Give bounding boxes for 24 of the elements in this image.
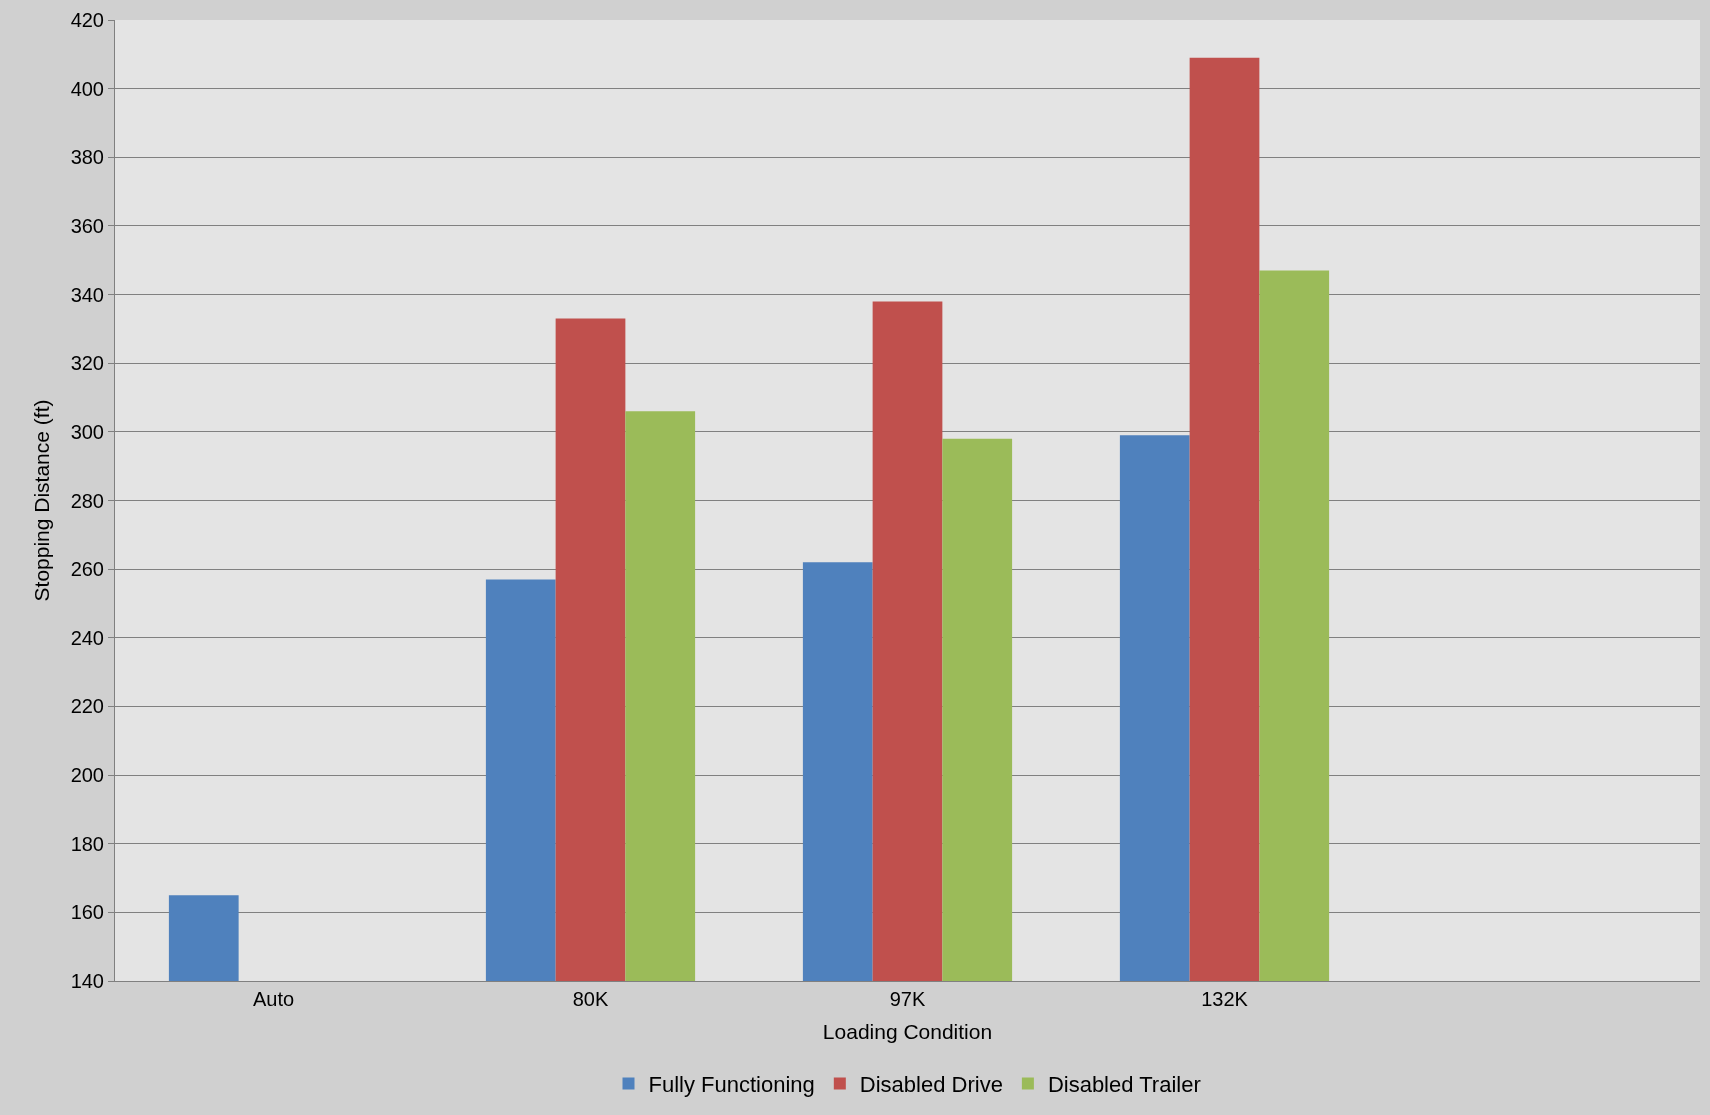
y-tick-label: 220 bbox=[70, 695, 104, 718]
legend-label: Disabled Drive bbox=[859, 1072, 1003, 1098]
y-tick-label: 340 bbox=[70, 283, 104, 306]
x-axis-title: Loading Condition bbox=[822, 1020, 993, 1044]
x-tick-label: 132K bbox=[1201, 988, 1249, 1010]
y-tick-label: 200 bbox=[70, 764, 104, 787]
y-tick-label: 420 bbox=[70, 9, 104, 31]
x-tick-label: Auto bbox=[252, 988, 295, 1010]
y-tick-label: 140 bbox=[70, 970, 104, 992]
y-tick-label: 280 bbox=[70, 489, 104, 512]
y-tick-label: 180 bbox=[70, 832, 104, 855]
y-tick-label: 160 bbox=[70, 901, 104, 924]
y-tick-label: 240 bbox=[70, 626, 104, 649]
y-tick-label: 320 bbox=[70, 352, 104, 375]
y-tick-label: 300 bbox=[70, 420, 104, 443]
y-axis-title: Stopping Distance (ft) bbox=[29, 399, 53, 602]
x-tick-label: 97K bbox=[889, 988, 926, 1010]
y-tick-label: 260 bbox=[70, 558, 104, 581]
legend-label: Disabled Trailer bbox=[1047, 1072, 1201, 1098]
y-tick-label: 400 bbox=[70, 77, 104, 100]
y-tick-label: 380 bbox=[70, 146, 104, 169]
y-tick-label: 360 bbox=[70, 214, 104, 237]
x-tick-label: 80K bbox=[572, 988, 609, 1010]
legend-label: Fully Functioning bbox=[648, 1072, 815, 1098]
